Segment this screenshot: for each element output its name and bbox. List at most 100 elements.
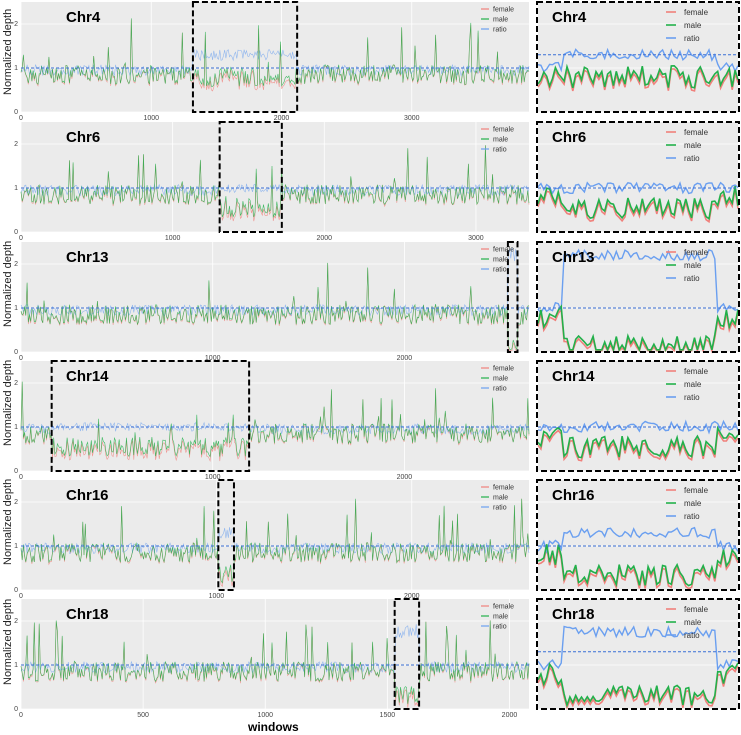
x-tick-label: 2000: [404, 593, 420, 600]
y-tick-label: 1: [14, 662, 18, 669]
series-ratio-line: [20, 49, 530, 77]
y-tick-label: 1: [14, 65, 18, 72]
legend-label-ratio: ratio: [493, 505, 507, 512]
x-tick-label: 3000: [404, 115, 420, 122]
series-female-line: [20, 19, 530, 92]
x-tick-label: 1000: [209, 593, 225, 600]
zoom-legend-label-male: male: [684, 261, 702, 270]
zoom-legend-label-male: male: [684, 618, 702, 627]
highlight-box: [191, 1, 299, 113]
zoom-legend-label-male: male: [684, 499, 702, 508]
y-tick-label: 0: [14, 349, 18, 356]
zoom-frame: [536, 598, 740, 710]
x-tick-label: 500: [137, 712, 149, 719]
zoom-series-ratio-line: [537, 47, 739, 73]
series-male-line: [20, 145, 530, 218]
y-tick-label: 2: [14, 141, 18, 148]
x-tick-label: 2000: [502, 712, 518, 719]
y-axis-label-row5: Normalized depth: [2, 599, 14, 685]
x-tick-label: 1000: [205, 355, 221, 362]
series-male-line: [20, 620, 530, 704]
x-tick-label: 2000: [316, 235, 332, 242]
legend-label-ratio: ratio: [493, 267, 507, 274]
zoom-legend-label-ratio: ratio: [684, 154, 700, 163]
zoom-frame: [536, 1, 740, 113]
plot-background: [21, 122, 529, 232]
y-tick-label: 2: [14, 261, 18, 268]
highlight-box: [218, 121, 283, 233]
legend-label-male: male: [493, 17, 508, 24]
zoom-series-ratio-line: [537, 625, 739, 672]
panel-chr18: 0 1 2 0 500 1000 1500 2000 Chr18 female male ratio C…: [14, 598, 740, 719]
panel-chr16: 0 1 2 0 1000 2000 Chr16 female male ratio Chr16 fem…: [14, 479, 740, 600]
panel-chr13: 0 1 2 0 1000 2000 Chr13 female male ratio Chr13 fem…: [14, 241, 740, 362]
zoom-frame: [536, 479, 740, 591]
zoom-legend-label-ratio: ratio: [684, 631, 700, 640]
zoom-panel-title: Chr4: [552, 9, 587, 26]
plot-background: [21, 242, 529, 352]
legend-label-male: male: [493, 137, 508, 144]
y-axis-label-row4: Normalized depth: [2, 479, 14, 565]
panel-title: Chr14: [66, 368, 109, 385]
zoom-panel-title: Chr16: [552, 487, 595, 504]
y-tick-label: 1: [14, 543, 18, 550]
zoom-series-male-line: [537, 304, 739, 353]
y-tick-label: 2: [14, 499, 18, 506]
zoom-legend-label-female: female: [684, 8, 709, 17]
highlight-box: [50, 360, 251, 472]
x-tick-label: 0: [19, 115, 23, 122]
x-tick-label: 0: [19, 474, 23, 481]
x-tick-label: 2000: [397, 474, 413, 481]
plot-background: [21, 599, 529, 709]
panel-title: Chr6: [66, 129, 100, 146]
series-male-line: [20, 381, 530, 458]
zoom-legend-label-male: male: [684, 380, 702, 389]
legend-label-female: female: [493, 604, 514, 611]
legend-label-female: female: [493, 247, 514, 254]
zoom-legend-label-female: female: [684, 367, 709, 376]
panel-title: Chr16: [66, 487, 109, 504]
panel-title: Chr18: [66, 606, 109, 623]
zoom-panel-title: Chr14: [552, 368, 595, 385]
x-tick-label: 1000: [143, 115, 159, 122]
y-tick-label: 0: [14, 468, 18, 475]
x-tick-label: 2000: [397, 355, 413, 362]
zoom-legend-label-female: female: [684, 128, 709, 137]
zoom-legend-label-female: female: [684, 605, 709, 614]
zoom-legend-label-female: female: [684, 248, 709, 257]
x-tick-label: 0: [19, 712, 23, 719]
legend-label-ratio: ratio: [493, 147, 507, 154]
zoom-panel-title: Chr13: [552, 249, 595, 266]
series-ratio-line: [20, 527, 530, 555]
zoom-plot-background: [538, 242, 738, 352]
legend-label-male: male: [493, 376, 508, 383]
legend-label-male: male: [493, 495, 508, 502]
x-axis-label: windows: [247, 720, 299, 734]
plot-background: [21, 480, 529, 590]
legend-label-female: female: [493, 7, 514, 14]
zoom-frame: [536, 360, 740, 472]
y-tick-label: 0: [14, 587, 18, 594]
zoom-series-male-line: [537, 544, 739, 588]
zoom-series-ratio-line: [537, 248, 739, 315]
legend-label-ratio: ratio: [493, 386, 507, 393]
x-tick-label: 2000: [274, 115, 290, 122]
y-tick-label: 1: [14, 305, 18, 312]
zoom-series-male-line: [537, 425, 739, 459]
y-tick-label: 0: [14, 109, 18, 116]
panel-chr14: 0 1 2 0 1000 2000 Chr14 female male ratio Chr14 fem…: [14, 360, 740, 481]
series-ratio-line: [20, 183, 530, 197]
y-tick-label: 2: [14, 618, 18, 625]
zoom-panel-title: Chr6: [552, 129, 586, 146]
zoom-legend-label-ratio: ratio: [684, 512, 700, 521]
legend-label-female: female: [493, 366, 514, 373]
y-tick-label: 0: [14, 706, 18, 713]
zoom-series-female-line: [537, 665, 739, 711]
plot-background: [21, 2, 529, 112]
panel-chr6: 0 1 2 0 1000 2000 3000 Chr6 female male ratio Chr6 f…: [14, 121, 740, 242]
zoom-frame: [536, 121, 740, 233]
zoom-legend-label-ratio: ratio: [684, 393, 700, 402]
zoom-series-ratio-line: [537, 181, 739, 195]
x-tick-label: 0: [19, 355, 23, 362]
legend-label-ratio: ratio: [493, 27, 507, 34]
